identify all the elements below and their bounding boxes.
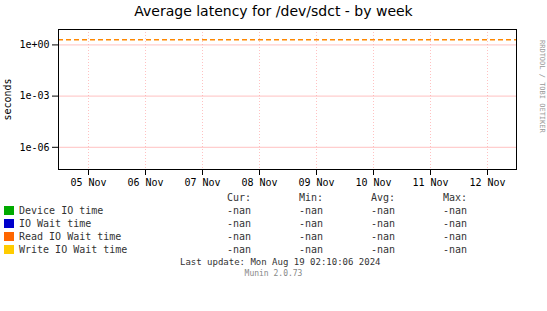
svg-text:seconds: seconds (2, 78, 13, 120)
html-text:-nan: -nan (442, 205, 467, 216)
html-text:-nan: -nan (298, 231, 323, 242)
html-text:Last update: Mon Aug 19 02:10:: Last update: Mon Aug 19 02:10:06 2024 (180, 257, 381, 267)
html-text:-nan: -nan (442, 218, 467, 229)
html-text:-nan: -nan (442, 231, 467, 242)
html-text:-nan: -nan (442, 244, 467, 255)
html-text:-nan: -nan (370, 218, 395, 229)
html-text:-nan: -nan (298, 218, 323, 229)
html-text:-nan: -nan (370, 231, 395, 242)
html-text:-nan: -nan (226, 231, 251, 242)
svg-text:1e+00: 1e+00 (19, 39, 49, 50)
html-text:-nan: -nan (298, 244, 323, 255)
svg-text:05 Nov: 05 Nov (70, 177, 106, 188)
svg-text:10 Nov: 10 Nov (355, 177, 391, 188)
svg-text:11 Nov: 11 Nov (412, 177, 448, 188)
svg-text:1e-03: 1e-03 (19, 90, 49, 101)
html-text:-nan: -nan (226, 218, 251, 229)
svg-text:12 Nov: 12 Nov (469, 177, 505, 188)
html-text:Average latency for /dev/sdct: Average latency for /dev/sdct - by week (134, 3, 413, 19)
svg-text:06 Nov: 06 Nov (127, 177, 163, 188)
html-text:Min:: Min: (298, 192, 323, 203)
html-text:Read IO Wait time: Read IO Wait time (19, 231, 122, 242)
html-text:IO Wait time: IO Wait time (19, 218, 92, 229)
html-text:-nan: -nan (370, 205, 395, 216)
html-text:-nan: -nan (370, 244, 395, 255)
svg-text:09 Nov: 09 Nov (298, 177, 334, 188)
html-text:Avg:: Avg: (370, 192, 395, 203)
html-text:-nan: -nan (226, 244, 251, 255)
html-text:Cur:: Cur: (226, 192, 251, 203)
svg-text:1e-06: 1e-06 (19, 141, 49, 152)
html-text:Write IO Wait time: Write IO Wait time (19, 244, 128, 255)
svg-text:07 Nov: 07 Nov (184, 177, 220, 188)
svg-text:08 Nov: 08 Nov (241, 177, 277, 188)
html-text:Max:: Max: (442, 192, 467, 203)
html-text:-nan: -nan (298, 205, 323, 216)
html-text:Munin 2.0.73: Munin 2.0.73 (244, 269, 303, 278)
html-text:RRDTOOL / TOBI OETIKER: RRDTOOL / TOBI OETIKER (538, 40, 546, 133)
html-text:-nan: -nan (226, 205, 251, 216)
html-text:Device IO time: Device IO time (19, 205, 104, 216)
